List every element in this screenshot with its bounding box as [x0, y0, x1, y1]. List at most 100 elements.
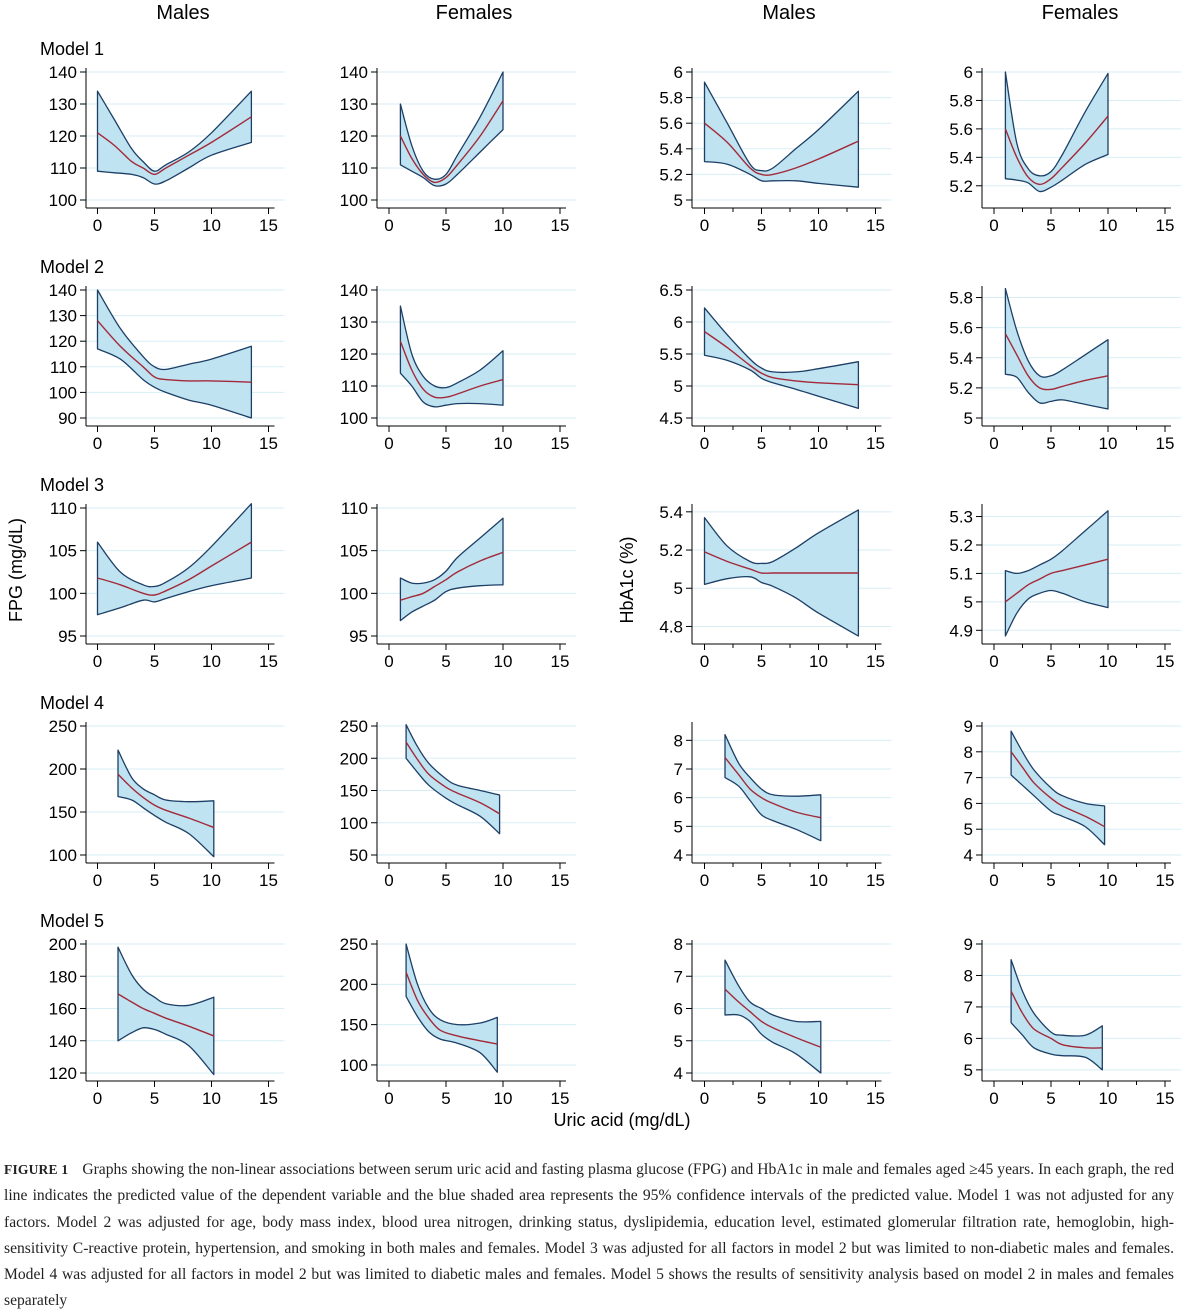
x-tick-label: 10: [1099, 1089, 1118, 1108]
y-tick-label: 140: [49, 63, 77, 82]
y-tick-label: 100: [49, 846, 77, 865]
x-tick-label: 0: [93, 1089, 102, 1108]
panel-model-5-females-fpg: 100 150 200 250 0 5 10 15: [340, 935, 576, 1108]
row-label-model-1: Model 1: [40, 39, 104, 59]
y-tick-label: 95: [349, 627, 368, 646]
x-tick-label: 0: [384, 434, 393, 453]
x-tick-label: 0: [700, 871, 709, 890]
y-tick-label: 100: [49, 584, 77, 603]
col-header-females-fpg: Females: [436, 2, 513, 24]
x-tick-label: 0: [989, 652, 998, 671]
y-tick-label: 5.2: [949, 379, 973, 398]
confidence-band: [1004, 510, 1109, 637]
x-tick-label: 15: [259, 434, 278, 453]
y-tick-label: 5: [674, 579, 683, 598]
y-tick-label: 6: [674, 789, 683, 808]
y-axis-label-hba1c: HbA1c (%): [617, 536, 637, 623]
predicted-line: [1010, 751, 1105, 828]
x-tick-label: 10: [494, 652, 513, 671]
x-tick-label: 15: [866, 1089, 885, 1108]
figure-caption: FIGURE 1 Graphs showing the non-linear as…: [4, 1157, 1174, 1315]
y-tick-label: 200: [49, 935, 77, 954]
x-tick-label: 10: [809, 871, 828, 890]
y-tick-label: 5.3: [949, 508, 973, 527]
predicted-line: [97, 541, 252, 596]
x-tick-label: 15: [259, 871, 278, 890]
x-tick-label: 15: [551, 652, 570, 671]
panel-model-2-females-fpg: 100 110 120 130 140 0 5 10 15: [340, 281, 576, 453]
y-tick-label: 4: [964, 846, 973, 865]
y-tick-label: 120: [340, 345, 368, 364]
y-tick-label: 120: [49, 1064, 77, 1083]
y-tick-label: 5.4: [659, 503, 683, 522]
y-tick-label: 5: [964, 820, 973, 839]
x-tick-label: 0: [93, 652, 102, 671]
panel-model-1-males-fpg: 100 110 120 130 140 0 5 10 15: [49, 63, 285, 235]
x-tick-label: 5: [150, 652, 159, 671]
predicted-line: [96, 320, 252, 383]
predicted-line: [405, 971, 498, 1045]
predicted-line: [1004, 115, 1109, 186]
x-tick-label: 10: [1099, 434, 1118, 453]
y-tick-label: 120: [49, 127, 77, 146]
row-label-model-3: Model 3: [40, 475, 104, 495]
predicted-line: [97, 116, 252, 176]
x-tick-label: 10: [202, 1089, 221, 1108]
x-tick-label: 0: [989, 871, 998, 890]
confidence-band: [96, 289, 253, 419]
y-tick-label: 5.8: [949, 289, 973, 308]
y-tick-label: 5.5: [659, 345, 683, 364]
confidence-band: [1010, 959, 1103, 1071]
y-tick-label: 250: [49, 717, 77, 736]
y-tick-label: 250: [340, 717, 368, 736]
x-tick-label: 15: [1156, 652, 1175, 671]
x-tick-label: 15: [1156, 434, 1175, 453]
x-tick-label: 15: [551, 434, 570, 453]
y-tick-label: 5.4: [949, 148, 973, 167]
x-axis-label: Uric acid (mg/dL): [553, 1110, 690, 1130]
predicted-line: [1004, 333, 1109, 391]
y-tick-label: 130: [340, 95, 368, 114]
y-tick-label: 5.4: [659, 140, 683, 159]
x-tick-label: 10: [202, 871, 221, 890]
x-tick-label: 0: [989, 1089, 998, 1108]
predicted-line: [1010, 990, 1103, 1049]
panel-model-2-females-hba1c: 55.25.45.65.80 5 10 15: [949, 286, 1181, 453]
y-tick-label: 9: [964, 935, 973, 954]
y-tick-label: 180: [49, 967, 77, 986]
x-tick-label: 10: [494, 216, 513, 235]
y-tick-label: 100: [340, 1056, 368, 1075]
y-tick-label: 100: [340, 814, 368, 833]
x-tick-label: 10: [202, 652, 221, 671]
panel-model-3-males-fpg: 95 100 105 110 0 5 10 15: [49, 499, 285, 671]
y-tick-label: 5.8: [659, 89, 683, 108]
predicted-line: [704, 331, 859, 386]
x-tick-label: 5: [441, 1089, 450, 1108]
x-tick-label: 0: [700, 652, 709, 671]
panel-model-2-males-hba1c: 4.5 5 5.5 6 6.5 0 5 10 15: [659, 281, 892, 453]
y-tick-label: 100: [49, 191, 77, 210]
y-tick-label: 130: [340, 313, 368, 332]
confidence-band: [724, 733, 822, 842]
y-tick-label: 8: [674, 731, 683, 750]
panel-model-4-males-fpg: 100 150 200 250 0 5 10 15: [49, 717, 285, 890]
y-tick-label: 130: [49, 95, 77, 114]
x-tick-label: 10: [202, 434, 221, 453]
y-tick-label: 5.2: [659, 541, 683, 560]
x-tick-label: 10: [1099, 216, 1118, 235]
y-tick-label: 5: [674, 191, 683, 210]
panel-model-3-females-hba1c: 4.9 5 5.1 5.2 5.3 0 5 10 15: [949, 504, 1181, 671]
col-header-males-hba1c: Males: [762, 2, 815, 24]
x-tick-label: 5: [441, 652, 450, 671]
y-tick-label: 200: [340, 749, 368, 768]
y-tick-label: 110: [50, 358, 77, 377]
y-tick-label: 7: [964, 769, 973, 788]
x-tick-label: 5: [757, 871, 766, 890]
panel-model-4-females-fpg: 50 100 150 200 250 0 5 10 15: [340, 717, 576, 890]
x-tick-label: 5: [1046, 1089, 1055, 1108]
x-tick-label: 15: [866, 434, 885, 453]
y-tick-label: 160: [49, 1000, 77, 1019]
caption-label: FIGURE 1: [4, 1162, 69, 1177]
x-tick-label: 0: [384, 652, 393, 671]
